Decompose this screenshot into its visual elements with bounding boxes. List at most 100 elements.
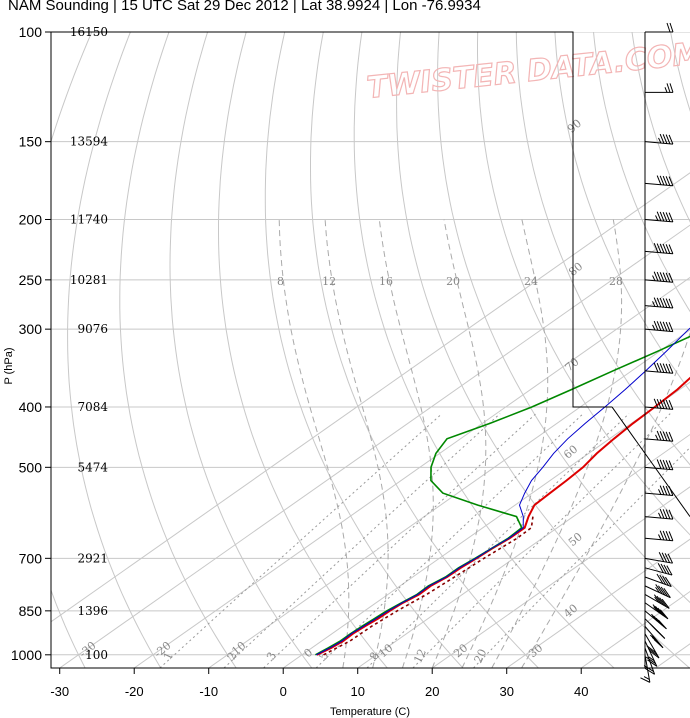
barb-flag: [665, 399, 671, 410]
y-axis-label: P (hPa): [3, 347, 15, 384]
barb-flag: [667, 553, 674, 564]
mixing-ratio-line: [366, 413, 630, 668]
barb-staff: [644, 576, 672, 588]
barb-flag: [659, 321, 665, 331]
mixing-ratio-label: 20: [472, 647, 490, 665]
barb-flag: [653, 271, 659, 282]
height-label: 11740: [70, 212, 108, 226]
barb-half-flag: [658, 534, 662, 540]
barb-flag: [653, 297, 659, 307]
wind-barb: [644, 362, 674, 374]
moist-adiabat-label: 20: [446, 275, 460, 288]
barb-staff: [644, 370, 673, 374]
dry-adiabat-line: [670, 32, 690, 112]
barb-flag: [668, 134, 674, 145]
barb-flag: [665, 460, 671, 470]
isotherm-line: [133, 276, 690, 668]
barb-flag: [669, 22, 674, 33]
barb-flag: [665, 321, 671, 332]
dry-adiabat-line: [310, 32, 539, 668]
barb-half-flag: [654, 596, 660, 603]
wind-barb: [644, 563, 673, 576]
barb-flag: [659, 574, 667, 585]
barb-staff: [644, 557, 673, 564]
barb-flag: [656, 297, 662, 308]
dry-adiabat-label: 90: [565, 117, 584, 136]
barb-staff: [644, 585, 671, 599]
height-label: 13594: [70, 135, 109, 149]
barb-flag: [665, 244, 671, 254]
isotherm-line: [282, 381, 690, 668]
barb-flag: [662, 134, 668, 144]
dry-adiabat-line: [353, 32, 615, 668]
x-tick-label: 20: [425, 684, 439, 699]
wind-barb: [644, 320, 674, 333]
wind-barb: [644, 175, 674, 187]
series-dewpoint: [315, 335, 690, 656]
barb-flag: [656, 243, 662, 253]
barb-flag: [665, 509, 671, 520]
barb-flag: [668, 298, 674, 309]
series-virtual-temperature: [323, 516, 534, 656]
height-label: 9076: [77, 322, 108, 336]
barb-staff: [644, 594, 670, 609]
wind-barb: [644, 594, 670, 609]
moist-adiabat-line: [278, 219, 350, 668]
barb-flag: [656, 459, 662, 469]
barb-half-flag: [652, 615, 658, 622]
barb-flag: [659, 530, 665, 541]
barb-half-flag: [655, 215, 659, 221]
barb-flag: [663, 564, 670, 575]
dry-adiabat-line: [396, 32, 690, 668]
barb-flag: [640, 677, 651, 683]
barb-flag: [662, 211, 668, 222]
dry-adiabat-label: 30: [526, 641, 545, 660]
barb-staff: [644, 567, 673, 576]
barb-staff: [644, 438, 673, 442]
moist-adiabat-line: [324, 219, 389, 668]
wind-barb: [644, 602, 669, 620]
barb-flag: [668, 399, 674, 410]
barb-flag: [663, 587, 671, 598]
barb-flag: [646, 645, 657, 654]
barb-staff: [644, 492, 673, 497]
p-tick-label: 250: [19, 272, 43, 288]
chart-title: NAM Sounding | 15 UTC Sat 29 Dec 2012 | …: [8, 0, 481, 14]
barb-staff: [644, 218, 673, 223]
barb-flag: [658, 585, 666, 596]
barb-half-flag: [652, 324, 656, 331]
p-tick-label: 200: [19, 211, 43, 227]
barb-flag: [653, 398, 659, 409]
barb-staff: [644, 182, 673, 187]
dry-adiabat-line: [218, 32, 388, 668]
mixing-ratio-line: [315, 413, 584, 668]
barb-flag: [659, 431, 665, 441]
barb-staff: [644, 466, 673, 471]
barb-flag: [665, 212, 671, 222]
moist-adiabat-label: 16: [379, 275, 393, 288]
dry-adiabat-line: [264, 32, 464, 668]
barb-flag: [666, 565, 673, 576]
mixing-ratio-line: [412, 413, 671, 668]
isotherm-line: [431, 486, 690, 668]
barb-staff: [644, 654, 651, 683]
isotherm-line: [51, 172, 690, 623]
wind-barb: [644, 485, 674, 497]
barb-flag: [659, 133, 665, 144]
barb-flag: [645, 656, 656, 664]
mixing-ratio-line: [159, 413, 443, 668]
wind-barb: [644, 459, 674, 471]
barb-flag: [653, 243, 659, 253]
wind-barb: [644, 297, 674, 309]
barb-flag: [668, 486, 674, 496]
p-tick-label: 850: [19, 603, 43, 619]
height-label: 16150: [70, 25, 108, 39]
barb-flag: [661, 552, 668, 563]
barb-half-flag: [651, 635, 658, 642]
x-tick-label: 10: [350, 684, 364, 699]
height-label: 7084: [77, 400, 108, 414]
barb-flag: [668, 431, 674, 442]
barb-flag: [659, 272, 665, 282]
barb-half-flag: [643, 676, 650, 680]
p-tick-label: 400: [19, 399, 43, 415]
